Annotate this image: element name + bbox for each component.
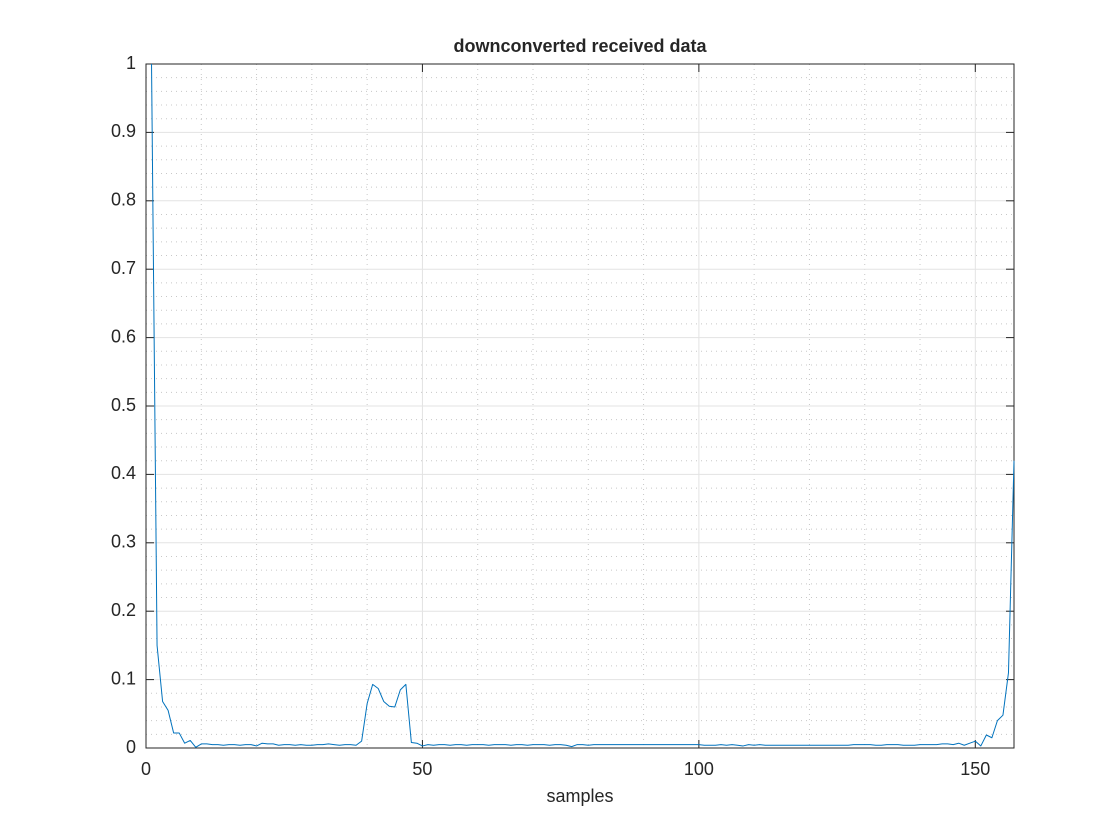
y-tick-label: 0.2	[111, 600, 136, 620]
y-tick-label: 0.3	[111, 532, 136, 552]
y-tick-label: 0.9	[111, 121, 136, 141]
y-tick-label: 0.4	[111, 463, 136, 483]
data-line	[151, 63, 1015, 748]
plot-frame	[145, 63, 1015, 749]
x-axis-label: samples	[546, 786, 613, 806]
x-tick-label: 150	[960, 759, 990, 779]
y-tick-label: 0.8	[111, 190, 136, 210]
chart-title: downconverted received data	[453, 36, 707, 56]
x-tick-label: 50	[412, 759, 432, 779]
y-tick-label: 1	[126, 53, 136, 73]
x-tick-label: 100	[684, 759, 714, 779]
x-tick-label: 0	[141, 759, 151, 779]
y-tick-label: 0.5	[111, 395, 136, 415]
y-tick-label: 0.1	[111, 668, 136, 688]
y-tick-label: 0	[126, 737, 136, 757]
y-tick-label: 0.7	[111, 258, 136, 278]
y-tick-label: 0.6	[111, 326, 136, 346]
